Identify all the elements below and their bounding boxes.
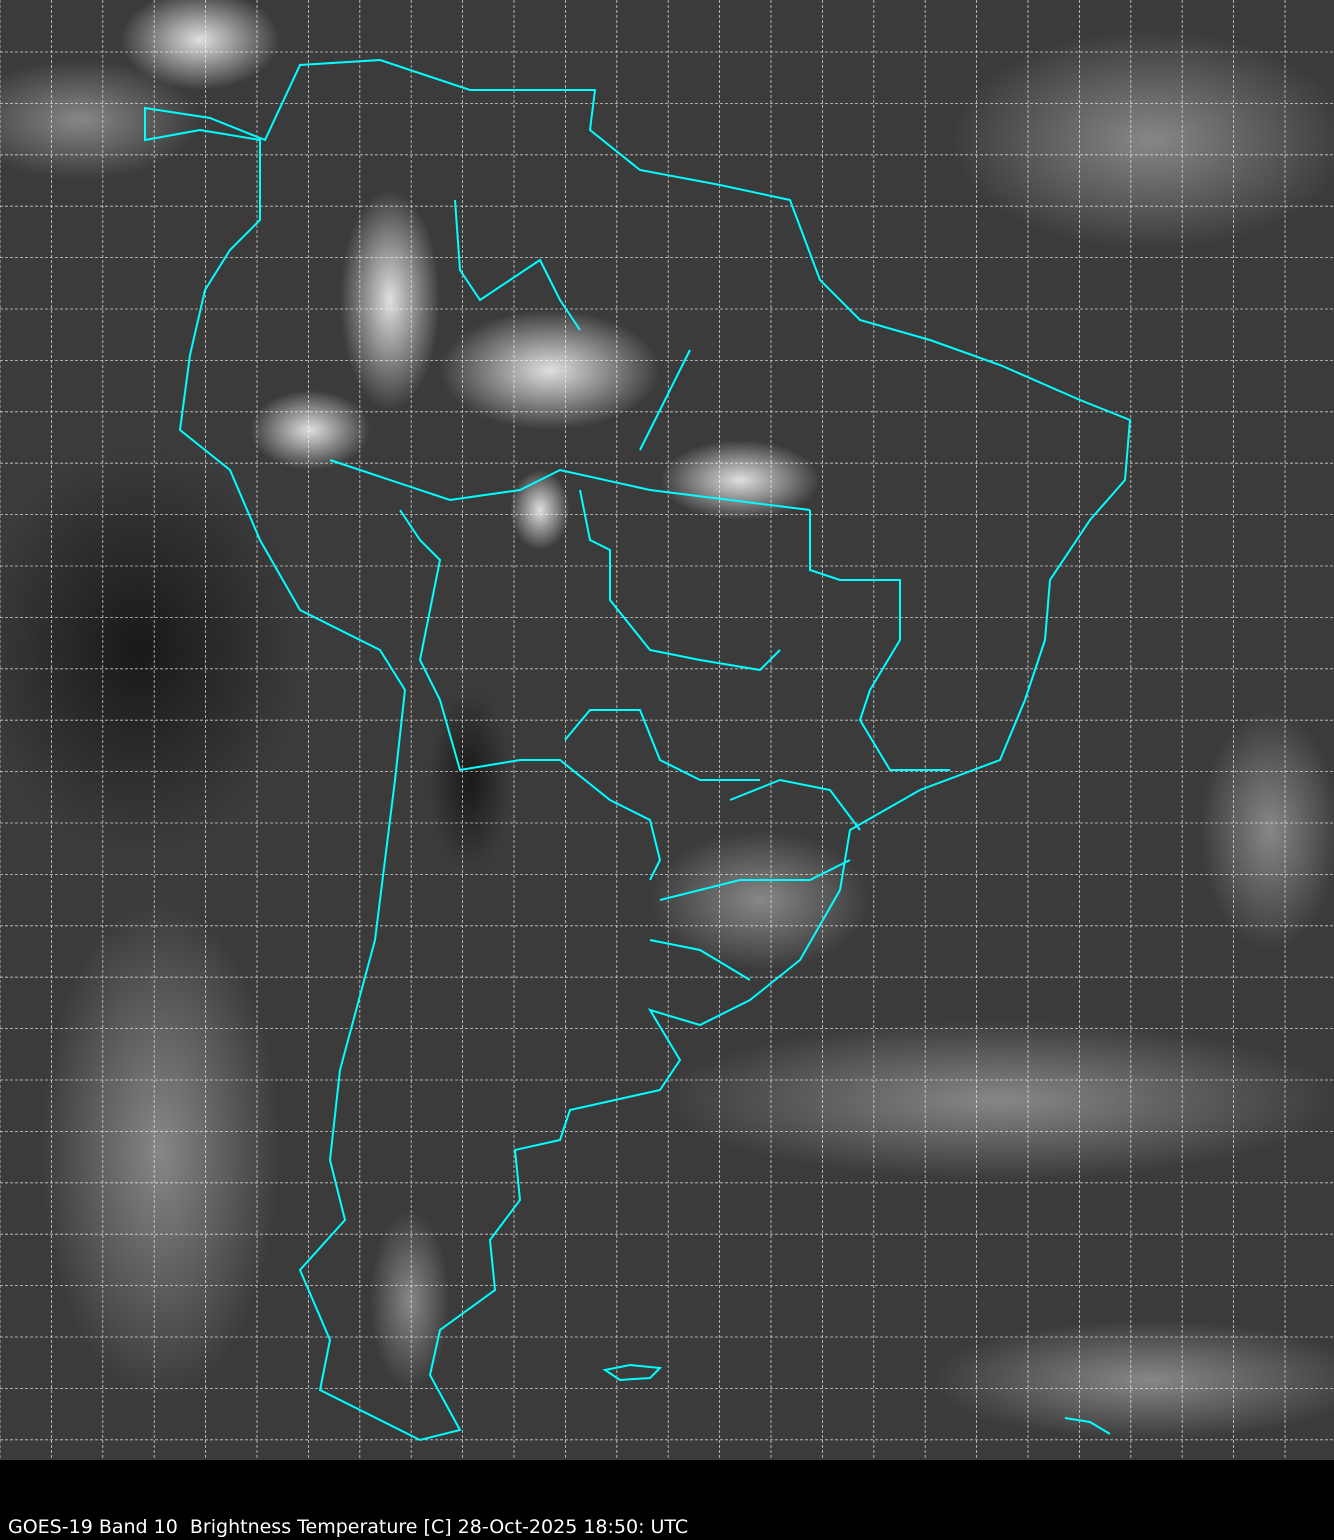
falkland-islands: [602, 1363, 663, 1382]
satellite-image: [0, 0, 1334, 1460]
political-borders: [144, 58, 1132, 1442]
continent-coastline: [144, 58, 1132, 1442]
south-georgia: [1064, 1417, 1111, 1435]
lat-lon-grid: [0, 0, 1334, 1460]
cloud-field: [0, 0, 1334, 1440]
image-caption: GOES-19 Band 10 Brightness Temperature […: [8, 1516, 689, 1538]
inner-borders: [329, 199, 950, 981]
